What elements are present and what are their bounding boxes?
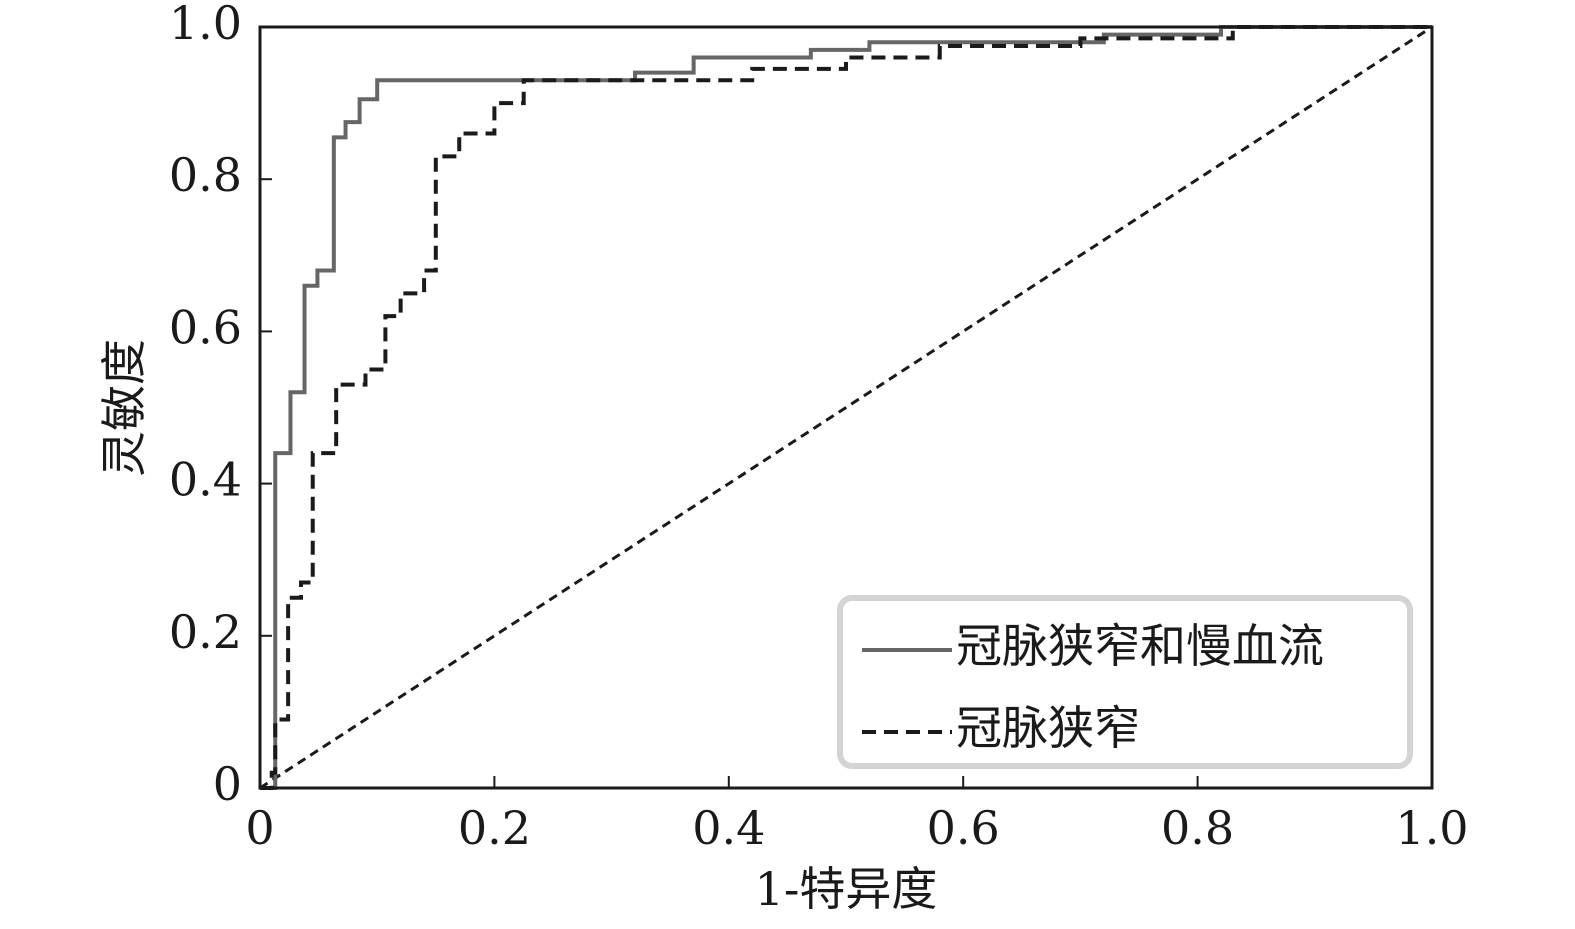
- legend-box: [837, 595, 1413, 769]
- y-tick-label: 1.0: [169, 0, 242, 50]
- roc-curve: [260, 25, 1432, 790]
- x-tick-label: 0.6: [927, 801, 1000, 855]
- y-axis-label: 灵敏度: [97, 339, 151, 477]
- roc-curve: [260, 25, 1432, 790]
- x-tick-label: 0.4: [692, 801, 765, 855]
- legend-label: 冠脉狭窄: [956, 701, 1140, 755]
- y-tick-label: 0.2: [169, 605, 242, 659]
- legend-label: 冠脉狭窄和慢血流: [956, 619, 1324, 673]
- x-axis-label: 1-特异度: [755, 862, 938, 916]
- reference-diagonal: [259, 25, 1433, 790]
- x-tick-label: 0.8: [1161, 801, 1234, 855]
- y-tick-label: 0.4: [169, 453, 242, 507]
- y-tick-label: 0.6: [169, 300, 242, 354]
- y-tick-label: 0.8: [169, 148, 242, 202]
- plot-frame: [258, 25, 1434, 790]
- x-tick-label: 0.2: [458, 801, 531, 855]
- x-tick-label: 0: [245, 801, 274, 855]
- y-tick-label: 0: [213, 757, 242, 811]
- x-tick-label: 1.0: [1395, 801, 1468, 855]
